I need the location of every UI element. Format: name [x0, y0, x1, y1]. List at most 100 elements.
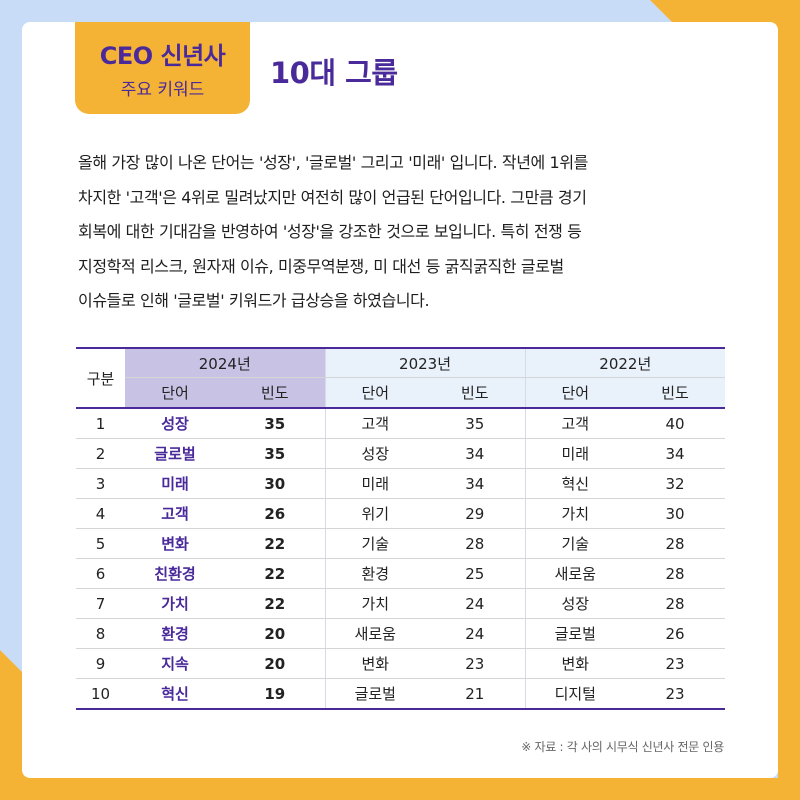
freq-2023-cell: 28 [425, 528, 526, 559]
frame-strip-bottom [0, 778, 800, 800]
freq-2022-cell: 30 [625, 498, 726, 529]
rank-cell: 5 [76, 528, 125, 559]
word-2023-cell: 글로벌 [324, 678, 426, 710]
word-2024-cell: 변화 [125, 528, 225, 559]
year-2023-header: 2023년 [324, 347, 526, 378]
freq-2023-cell: 24 [425, 618, 526, 649]
summary-paragraph: 올해 가장 많이 나온 단어는 '성장', '글로벌' 그리고 '미래' 입니다… [78, 153, 588, 310]
freq-2024-cell: 20 [225, 648, 326, 679]
table-row: 3 미래 30 미래 34 혁신 32 [76, 468, 726, 499]
rank-cell: 1 [76, 408, 125, 439]
word-2022-cell: 기술 [524, 528, 626, 559]
freq-2022-cell: 23 [625, 678, 726, 710]
freq-2024-cell: 20 [225, 618, 326, 649]
word-2023-cell: 미래 [324, 468, 426, 499]
freq-header-2022: 빈도 [625, 377, 726, 409]
freq-2023-cell: 25 [425, 558, 526, 589]
word-2024-cell: 지속 [125, 648, 225, 679]
rank-cell: 3 [76, 468, 125, 499]
rank-cell: 8 [76, 618, 125, 649]
word-2023-cell: 새로움 [324, 618, 426, 649]
column-header-row: 단어 빈도 단어 빈도 단어 빈도 [76, 377, 726, 409]
badge-title: CEO 신년사 [99, 42, 226, 70]
rank-cell: 10 [76, 678, 125, 710]
table-row: 7 가치 22 가치 24 성장 28 [76, 588, 726, 619]
word-2024-cell: 미래 [125, 468, 225, 499]
word-2024-cell: 글로벌 [125, 438, 225, 469]
table-row: 5 변화 22 기술 28 기술 28 [76, 528, 726, 559]
freq-2023-cell: 21 [425, 678, 526, 710]
rank-cell: 7 [76, 588, 125, 619]
freq-2023-cell: 29 [425, 498, 526, 529]
word-2024-cell: 환경 [125, 618, 225, 649]
word-2023-cell: 변화 [324, 648, 426, 679]
freq-2024-cell: 19 [225, 678, 326, 710]
frame-strip-right [778, 0, 800, 800]
freq-2023-cell: 35 [425, 408, 526, 439]
rank-cell: 9 [76, 648, 125, 679]
rank-cell: 2 [76, 438, 125, 469]
table-row: 2 글로벌 35 성장 34 미래 34 [76, 438, 726, 469]
freq-2022-cell: 34 [625, 438, 726, 469]
word-2022-cell: 가치 [524, 498, 626, 529]
freq-2024-cell: 35 [225, 408, 326, 439]
freq-2024-cell: 26 [225, 498, 326, 529]
freq-2023-cell: 34 [425, 468, 526, 499]
word-2022-cell: 디지털 [524, 678, 626, 710]
freq-2022-cell: 40 [625, 408, 726, 439]
table-row: 6 친환경 22 환경 25 새로움 28 [76, 558, 726, 589]
word-2024-cell: 가치 [125, 588, 225, 619]
freq-2023-cell: 24 [425, 588, 526, 619]
word-2022-cell: 고객 [524, 408, 626, 439]
freq-2022-cell: 26 [625, 618, 726, 649]
table-row: 10 혁신 19 글로벌 21 디지털 23 [76, 678, 726, 710]
freq-2022-cell: 23 [625, 648, 726, 679]
year-2022-header: 2022년 [524, 347, 726, 378]
freq-2024-cell: 35 [225, 438, 326, 469]
freq-2022-cell: 28 [625, 528, 726, 559]
word-2024-cell: 친환경 [125, 558, 225, 589]
table-row: 8 환경 20 새로움 24 글로벌 26 [76, 618, 726, 649]
word-header-2024: 단어 [125, 377, 225, 409]
freq-header-2024: 빈도 [225, 377, 326, 409]
word-header-2022: 단어 [524, 377, 626, 409]
year-header-row: 구분 2024년 2023년 2022년 [76, 347, 726, 409]
word-2023-cell: 성장 [324, 438, 426, 469]
ceo-keyword-badge: CEO 신년사 주요 키워드 [75, 22, 250, 114]
year-2024-header: 2024년 [125, 347, 326, 378]
freq-2022-cell: 28 [625, 558, 726, 589]
rank-header: 구분 [76, 347, 125, 409]
word-2022-cell: 새로움 [524, 558, 626, 589]
freq-2024-cell: 22 [225, 528, 326, 559]
freq-2023-cell: 34 [425, 438, 526, 469]
word-2023-cell: 고객 [324, 408, 426, 439]
source-note: ※ 자료 : 각 사의 시무식 신년사 전문 인용 [521, 740, 724, 754]
rank-cell: 6 [76, 558, 125, 589]
badge-subtitle: 주요 키워드 [120, 80, 205, 100]
word-2024-cell: 고객 [125, 498, 225, 529]
word-2022-cell: 혁신 [524, 468, 626, 499]
word-2024-cell: 성장 [125, 408, 225, 439]
table-row: 9 지속 20 변화 23 변화 23 [76, 648, 726, 679]
freq-2024-cell: 22 [225, 588, 326, 619]
freq-header-2023: 빈도 [425, 377, 526, 409]
word-2022-cell: 성장 [524, 588, 626, 619]
word-2023-cell: 환경 [324, 558, 426, 589]
word-2022-cell: 변화 [524, 648, 626, 679]
word-2022-cell: 글로벌 [524, 618, 626, 649]
freq-2022-cell: 32 [625, 468, 726, 499]
freq-2024-cell: 22 [225, 558, 326, 589]
freq-2022-cell: 28 [625, 588, 726, 619]
table-row: 4 고객 26 위기 29 가치 30 [76, 498, 726, 529]
word-2023-cell: 위기 [324, 498, 426, 529]
freq-2024-cell: 30 [225, 468, 326, 499]
word-header-2023: 단어 [324, 377, 426, 409]
rank-cell: 4 [76, 498, 125, 529]
word-2023-cell: 기술 [324, 528, 426, 559]
keyword-frequency-table: 구분 2024년 2023년 2022년 단어 빈도 단어 빈도 단어 빈도 1… [76, 347, 726, 710]
table-row: 1 성장 35 고객 35 고객 40 [76, 408, 726, 439]
page-title: 10대 그룹 [270, 56, 398, 90]
word-2022-cell: 미래 [524, 438, 626, 469]
word-2023-cell: 가치 [324, 588, 426, 619]
freq-2023-cell: 23 [425, 648, 526, 679]
